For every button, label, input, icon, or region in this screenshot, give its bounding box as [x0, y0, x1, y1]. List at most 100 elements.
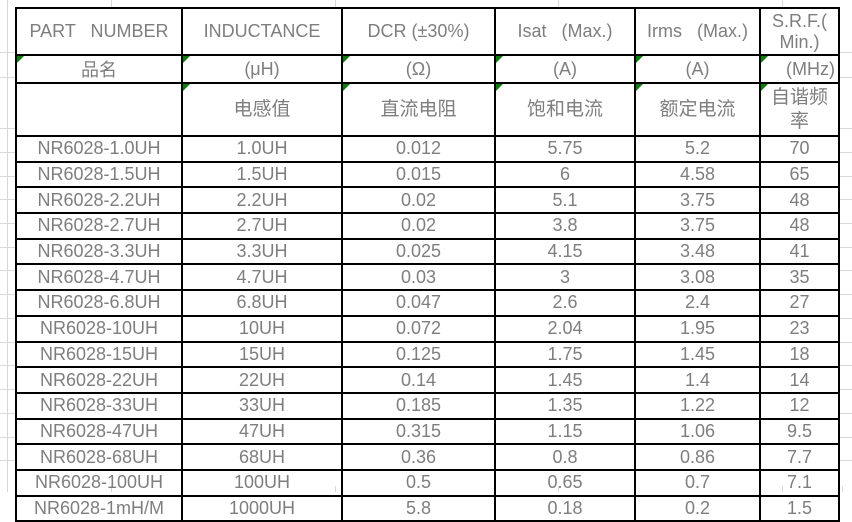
part-number-cell[interactable]: NR6028-33UH: [15, 391, 183, 420]
inductance-cell[interactable]: 3.3UH: [181, 237, 343, 266]
part-number-cell[interactable]: NR6028-4.7UH: [15, 263, 183, 292]
header-isat[interactable]: Isat (Max.): [494, 7, 636, 56]
dcr-cell[interactable]: 0.02: [341, 186, 496, 215]
irms-cell[interactable]: 1.45: [634, 340, 761, 369]
srf-cell[interactable]: 23: [759, 314, 840, 343]
inductance-cell[interactable]: 4.7UH: [181, 263, 343, 292]
isat-cell[interactable]: 3: [494, 263, 636, 292]
isat-cell[interactable]: 2.04: [494, 314, 636, 343]
srf-cell[interactable]: 41: [759, 237, 840, 266]
dcr-cell[interactable]: 0.36: [341, 443, 496, 471]
header-srf[interactable]: S.R.F.( Min.): [759, 7, 840, 56]
part-number-cell[interactable]: NR6028-1mH/M: [15, 494, 183, 522]
srf-cell[interactable]: 70: [759, 135, 840, 163]
srf-cell[interactable]: 7.7: [759, 443, 840, 471]
unit-isat[interactable]: (A): [494, 54, 636, 84]
inductance-cell[interactable]: 1.0UH: [181, 135, 343, 163]
inductance-cell[interactable]: 68UH: [181, 443, 343, 471]
irms-cell[interactable]: 0.2: [634, 494, 761, 522]
dcr-cell[interactable]: 0.047: [341, 289, 496, 317]
header-part-number[interactable]: PART NUMBER: [15, 7, 183, 56]
unit-srf[interactable]: (MHz): [759, 54, 840, 84]
dcr-cell[interactable]: 0.015: [341, 160, 496, 189]
unit-irms[interactable]: (A): [634, 54, 761, 84]
part-number-cell[interactable]: NR6028-1.5UH: [15, 160, 183, 189]
part-number-cell[interactable]: NR6028-2.7UH: [15, 212, 183, 240]
part-number-cell[interactable]: NR6028-68UH: [15, 443, 183, 471]
dcr-cell[interactable]: 0.025: [341, 237, 496, 266]
label-cn-irms[interactable]: 额定电流: [634, 82, 761, 137]
inductance-cell[interactable]: 47UH: [181, 417, 343, 446]
srf-cell[interactable]: 27: [759, 289, 840, 317]
dcr-cell[interactable]: 0.012: [341, 135, 496, 163]
header-inductance[interactable]: INDUCTANCE: [181, 7, 343, 56]
dcr-cell[interactable]: 0.315: [341, 417, 496, 446]
irms-cell[interactable]: 1.4: [634, 366, 761, 394]
inductance-cell[interactable]: 15UH: [181, 340, 343, 369]
part-number-cell[interactable]: NR6028-47UH: [15, 417, 183, 446]
srf-cell[interactable]: 65: [759, 160, 840, 189]
label-cn-srf[interactable]: 自谐频率: [759, 82, 840, 137]
header-dcr[interactable]: DCR (±30%): [341, 7, 496, 56]
part-number-cell[interactable]: NR6028-15UH: [15, 340, 183, 369]
inductance-cell[interactable]: 1.5UH: [181, 160, 343, 189]
inductance-cell[interactable]: 2.7UH: [181, 212, 343, 240]
srf-cell[interactable]: 1.5: [759, 494, 840, 522]
part-number-cell[interactable]: NR6028-2.2UH: [15, 186, 183, 215]
inductance-cell[interactable]: 33UH: [181, 391, 343, 420]
srf-cell[interactable]: 9.5: [759, 417, 840, 446]
irms-cell[interactable]: 2.4: [634, 289, 761, 317]
dcr-cell[interactable]: 0.14: [341, 366, 496, 394]
part-number-cell[interactable]: NR6028-22UH: [15, 366, 183, 394]
dcr-cell[interactable]: 0.072: [341, 314, 496, 343]
label-cn-isat[interactable]: 饱和电流: [494, 82, 636, 137]
irms-cell[interactable]: 3.48: [634, 237, 761, 266]
header-part-number-cn[interactable]: 品名: [15, 54, 183, 84]
srf-cell[interactable]: 48: [759, 186, 840, 215]
part-number-cell[interactable]: NR6028-6.8UH: [15, 289, 183, 317]
label-cn-inductance[interactable]: 电感值: [181, 82, 343, 137]
isat-cell[interactable]: 0.18: [494, 494, 636, 522]
srf-cell[interactable]: 48: [759, 212, 840, 240]
srf-cell[interactable]: 35: [759, 263, 840, 292]
inductance-cell[interactable]: 6.8UH: [181, 289, 343, 317]
isat-cell[interactable]: 5.75: [494, 135, 636, 163]
irms-cell[interactable]: 1.06: [634, 417, 761, 446]
isat-cell[interactable]: 4.15: [494, 237, 636, 266]
isat-cell[interactable]: 1.35: [494, 391, 636, 420]
isat-cell[interactable]: 1.45: [494, 366, 636, 394]
dcr-cell[interactable]: 0.185: [341, 391, 496, 420]
srf-cell[interactable]: 18: [759, 340, 840, 369]
dcr-cell[interactable]: 0.03: [341, 263, 496, 292]
isat-cell[interactable]: 5.1: [494, 186, 636, 215]
srf-cell[interactable]: 14: [759, 366, 840, 394]
dcr-cell[interactable]: 0.02: [341, 212, 496, 240]
inductance-cell[interactable]: 22UH: [181, 366, 343, 394]
srf-cell[interactable]: 12: [759, 391, 840, 420]
isat-cell[interactable]: 1.15: [494, 417, 636, 446]
unit-dcr[interactable]: (Ω): [341, 54, 496, 84]
dcr-cell[interactable]: 5.8: [341, 494, 496, 522]
irms-cell[interactable]: 1.22: [634, 391, 761, 420]
isat-cell[interactable]: 2.6: [494, 289, 636, 317]
isat-cell[interactable]: 0.8: [494, 443, 636, 471]
irms-cell[interactable]: 5.2: [634, 135, 761, 163]
irms-cell[interactable]: 3.08: [634, 263, 761, 292]
isat-cell[interactable]: 1.75: [494, 340, 636, 369]
irms-cell[interactable]: 4.58: [634, 160, 761, 189]
header-irms[interactable]: Irms (Max.): [634, 7, 761, 56]
part-number-cell[interactable]: NR6028-1.0UH: [15, 135, 183, 163]
inductance-cell[interactable]: 1000UH: [181, 494, 343, 522]
unit-inductance[interactable]: (μH): [181, 54, 343, 84]
irms-cell[interactable]: 1.95: [634, 314, 761, 343]
part-number-cell[interactable]: NR6028-3.3UH: [15, 237, 183, 266]
irms-cell[interactable]: 3.75: [634, 212, 761, 240]
isat-cell[interactable]: 3.8: [494, 212, 636, 240]
header-blank-cell[interactable]: [15, 82, 183, 137]
dcr-cell[interactable]: 0.125: [341, 340, 496, 369]
irms-cell[interactable]: 0.86: [634, 443, 761, 471]
part-number-cell[interactable]: NR6028-10UH: [15, 314, 183, 343]
isat-cell[interactable]: 6: [494, 160, 636, 189]
inductance-cell[interactable]: 10UH: [181, 314, 343, 343]
irms-cell[interactable]: 3.75: [634, 186, 761, 215]
